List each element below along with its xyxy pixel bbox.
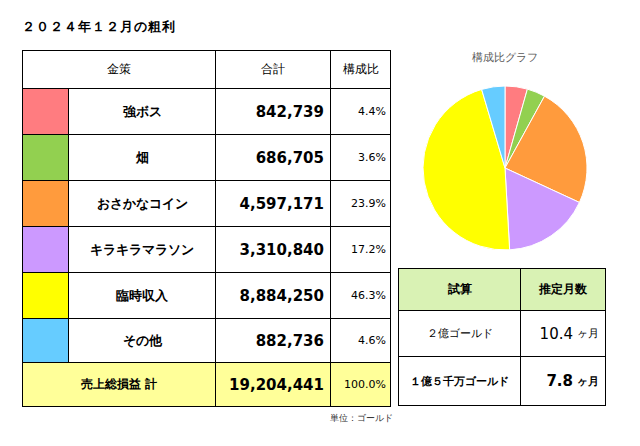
name-cell: キラキラマラソン — [68, 226, 216, 273]
row-total: 4,597,171 — [240, 195, 324, 213]
pie-slice — [482, 86, 505, 168]
estimate-header: 試算 — [448, 281, 472, 298]
row-total: 3,310,840 — [240, 241, 324, 259]
estimate-label-cell: ２億ゴールド — [398, 310, 521, 357]
ratio-cell: 23.9% — [330, 180, 391, 227]
ratio-cell: 3.6% — [330, 134, 391, 181]
row-total: 882,736 — [256, 332, 324, 350]
title-text: ２０２４年１２月の粗利 — [22, 19, 176, 34]
row-ratio: 3.6% — [358, 151, 386, 164]
row-name: キラキラマラソン — [90, 241, 194, 259]
header-cell: 構成比 — [330, 50, 391, 89]
pie-slice — [505, 168, 579, 250]
total-cell: 8,884,250 — [215, 272, 331, 319]
estimate-months-cell: 7.8 ヶ月 — [520, 356, 606, 406]
total-cell: 686,705 — [215, 134, 331, 181]
total-label: 売上総損益 計 — [81, 376, 157, 393]
row-ratio: 23.9% — [351, 197, 386, 210]
estimate-months-cell: 10.4 ヶ月 — [520, 310, 606, 357]
row-ratio: 4.4% — [358, 105, 386, 118]
total-cell: 882,736 — [215, 318, 331, 363]
color-swatch — [22, 226, 69, 273]
estimate-months: 7.8 — [546, 372, 573, 390]
color-swatch — [22, 318, 69, 363]
header-cell: 合計 — [215, 50, 331, 89]
ratio-cell: 4.4% — [330, 88, 391, 135]
pie-title: 構成比グラフ — [440, 50, 570, 68]
color-swatch — [22, 134, 69, 181]
row-total: 8,884,250 — [240, 287, 324, 305]
estimate-months: 10.4 — [540, 325, 573, 343]
row-ratio: 4.6% — [358, 334, 386, 347]
total-ratio: 100.0% — [344, 378, 386, 391]
estimate-header-cell: 試算 — [398, 268, 521, 311]
total-value-cell: 19,204,441 — [215, 362, 331, 407]
row-total: 686,705 — [256, 149, 324, 167]
color-swatch — [22, 88, 69, 135]
name-cell: その他 — [68, 318, 216, 363]
total-ratio-cell: 100.0% — [330, 362, 391, 407]
estimate-label-cell: １億５千万ゴールド — [398, 356, 521, 406]
header-text: 金策 — [107, 61, 131, 78]
pie-chart — [415, 78, 595, 258]
estimate-unit: ヶ月 — [577, 326, 599, 341]
row-ratio: 17.2% — [351, 243, 386, 256]
total-cell: 3,310,840 — [215, 226, 331, 273]
row-name: 強ボス — [123, 103, 162, 121]
row-total: 842,739 — [256, 103, 324, 121]
row-name: 畑 — [136, 149, 149, 167]
estimate-header: 推定月数 — [539, 281, 587, 298]
header-text: 構成比 — [343, 61, 379, 78]
name-cell: 強ボス — [68, 88, 216, 135]
color-swatch — [22, 272, 69, 319]
ratio-cell: 17.2% — [330, 226, 391, 273]
row-name: 臨時収入 — [116, 287, 168, 305]
row-name: その他 — [123, 332, 162, 350]
estimate-label: ２億ゴールド — [427, 326, 493, 341]
total-value: 19,204,441 — [229, 376, 324, 394]
ratio-cell: 4.6% — [330, 318, 391, 363]
title: ２０２４年１２月の粗利 — [22, 18, 322, 40]
row-name: おさかなコイン — [97, 195, 188, 213]
unit-note-text: 単位：ゴールド — [330, 413, 393, 423]
estimate-label: １億５千万ゴールド — [410, 374, 509, 389]
row-ratio: 46.3% — [351, 289, 386, 302]
estimate-unit: ヶ月 — [577, 374, 599, 389]
header-text: 合計 — [261, 61, 285, 78]
unit-note: 単位：ゴールド — [330, 412, 410, 428]
name-cell: 臨時収入 — [68, 272, 216, 319]
estimate-header-cell: 推定月数 — [520, 268, 606, 311]
color-swatch — [22, 180, 69, 227]
total-label-cell: 売上総損益 計 — [22, 362, 216, 407]
name-cell: 畑 — [68, 134, 216, 181]
total-cell: 842,739 — [215, 88, 331, 135]
total-cell: 4,597,171 — [215, 180, 331, 227]
header-cell: 金策 — [22, 50, 216, 89]
name-cell: おさかなコイン — [68, 180, 216, 227]
pie-title-text: 構成比グラフ — [472, 51, 538, 64]
ratio-cell: 46.3% — [330, 272, 391, 319]
